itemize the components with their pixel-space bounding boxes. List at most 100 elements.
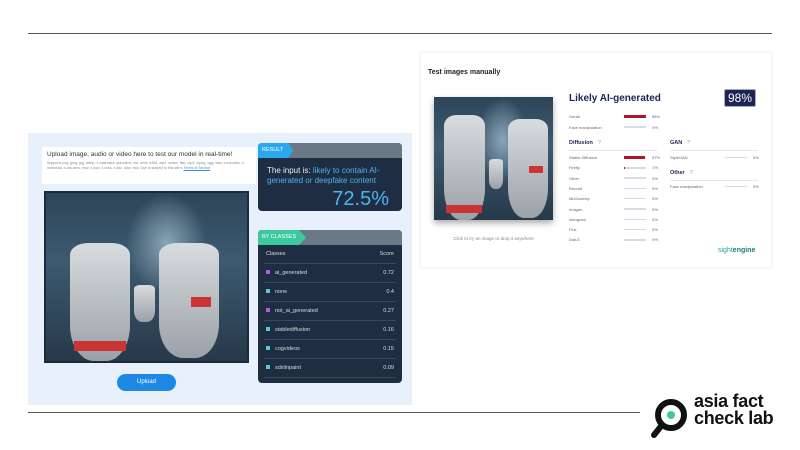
metric-value: 0% xyxy=(753,155,759,160)
metric-value: 0% xyxy=(652,216,658,222)
top-divider xyxy=(28,33,772,34)
metric-row: GenAI 98% xyxy=(569,114,660,119)
class-score: 0.4 xyxy=(386,289,394,295)
metric-row: Face manipulation 0% xyxy=(670,184,759,189)
drop-hint: Click to try an image or drop it anywher… xyxy=(453,236,534,241)
metric-row: MidJourney 0% xyxy=(569,196,658,201)
metric-label: Dall-E xyxy=(569,237,580,243)
magnifier-logo-icon xyxy=(651,399,687,438)
class-color-icon xyxy=(266,346,270,350)
metric-value: 0% xyxy=(652,196,658,202)
metric-bar xyxy=(624,115,646,118)
detector-panel: Upload image, audio or video here to tes… xyxy=(28,133,412,405)
brand-name: asia fact check lab xyxy=(694,391,774,428)
panel-title: Test images manually xyxy=(428,69,501,76)
metric-row: StyleGAN 0% xyxy=(670,155,759,160)
class-name: cogvideos xyxy=(275,346,300,352)
class-name: sdxlinpaint xyxy=(275,365,301,371)
class-score: 0.15 xyxy=(383,346,394,352)
metric-row: Stable Diffusion 97% xyxy=(569,155,660,160)
metric-label: Other xyxy=(569,175,580,181)
class-color-icon xyxy=(266,289,270,293)
class-name: none xyxy=(275,289,288,295)
metric-bar xyxy=(725,185,747,188)
metric-label: Ideogram xyxy=(569,216,586,222)
metric-value: 0% xyxy=(652,185,658,191)
class-row: ai_generated 0.72 xyxy=(264,264,396,283)
other-heading: Other? xyxy=(670,170,758,181)
metric-value: 98% xyxy=(652,114,661,119)
help-icon[interactable]: ? xyxy=(597,140,601,146)
metric-row: Face manipulation 0% xyxy=(569,125,658,130)
class-row: none 0.4 xyxy=(264,283,396,302)
metric-label: Imagen xyxy=(569,206,583,212)
metric-bar xyxy=(624,197,646,200)
diffusion-heading: Diffusion? xyxy=(569,140,657,151)
class-row: cogvideos 0.15 xyxy=(264,340,396,359)
metric-value: 0% xyxy=(652,237,658,243)
metric-row: Recraft 0% xyxy=(569,186,658,191)
class-name: not_ai_generated xyxy=(275,308,318,314)
metric-value: 0% xyxy=(652,227,658,233)
class-color-icon xyxy=(266,270,270,274)
metric-label: Stable Diffusion xyxy=(569,155,597,160)
metric-value: 0% xyxy=(652,175,658,181)
metric-row: Firefly 1% xyxy=(569,165,658,170)
class-row: not_ai_generated 0.27 xyxy=(264,302,396,321)
result-tag: RESULT xyxy=(258,143,294,158)
metric-row: Imagen 0% xyxy=(569,207,658,212)
metric-bar xyxy=(624,239,646,241)
test-image[interactable] xyxy=(434,97,553,220)
metric-row: Other 0% xyxy=(569,176,658,181)
class-score: 0.27 xyxy=(383,308,394,314)
result-verdict: likely to contain AI-generated or deepfa… xyxy=(267,166,380,185)
classes-tag: BY CLASSES xyxy=(258,230,307,245)
metric-label: Flux xyxy=(569,227,577,233)
metric-bar xyxy=(624,187,646,190)
terms-link[interactable]: Terms of Service xyxy=(183,166,211,170)
class-color-icon xyxy=(266,308,270,312)
class-name: ai_generated xyxy=(275,270,308,276)
result-card: RESULT The input is: likely to contain A… xyxy=(258,143,402,211)
metric-bar xyxy=(624,228,646,231)
classes-card: BY CLASSES Classes Score ai_generated 0.72… xyxy=(258,230,402,383)
result-text: The input is: likely to contain AI-gener… xyxy=(267,166,380,185)
class-score: 0.72 xyxy=(383,270,394,276)
class-color-icon xyxy=(266,365,270,369)
metric-value: 0% xyxy=(652,124,658,130)
metric-label: GenAI xyxy=(569,114,581,119)
metric-bar xyxy=(624,156,646,159)
metric-bar xyxy=(624,218,646,221)
metric-bar xyxy=(725,156,747,159)
class-color-icon xyxy=(266,327,270,331)
classes-header: Classes Score xyxy=(264,245,396,264)
class-score: 0.09 xyxy=(383,365,394,371)
score-badge: 98% xyxy=(724,89,757,107)
upload-title: Upload image, audio or video here to tes… xyxy=(47,151,233,158)
gan-heading: GAN? xyxy=(670,140,758,151)
metric-label: Recraft xyxy=(569,185,582,191)
class-score: 0.16 xyxy=(383,327,394,333)
metric-label: Face manipulation xyxy=(670,184,703,189)
class-row: stablediffusion 0.16 xyxy=(264,321,396,340)
sightengine-logo: sightengine xyxy=(718,247,756,254)
metric-bar xyxy=(624,177,646,179)
metric-value: 97% xyxy=(652,155,661,160)
help-icon[interactable]: ? xyxy=(689,170,693,176)
metric-label: Face manipulation xyxy=(569,124,602,130)
help-icon[interactable]: ? xyxy=(687,140,691,146)
class-name: stablediffusion xyxy=(275,327,311,333)
metric-row: Dall-E 0% xyxy=(569,237,658,242)
metric-bar xyxy=(624,208,646,210)
metric-label: Firefly xyxy=(569,165,580,171)
metric-label: StyleGAN xyxy=(670,155,688,160)
metric-bar xyxy=(624,166,646,170)
upload-button[interactable]: Upload xyxy=(117,374,176,391)
metric-row: Ideogram 0% xyxy=(569,217,658,222)
metric-value: 0% xyxy=(652,206,658,212)
verdict-title: Likely AI-generated xyxy=(569,93,661,104)
uploaded-image[interactable] xyxy=(44,191,249,363)
class-row: sdxlinpaint 0.09 xyxy=(264,359,396,378)
result-score: 72.5% xyxy=(332,188,389,210)
metric-bar xyxy=(624,126,646,128)
